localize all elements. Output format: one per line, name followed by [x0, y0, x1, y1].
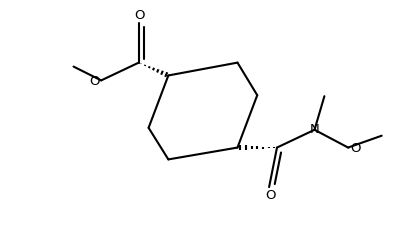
Text: O: O — [265, 189, 275, 202]
Text: O: O — [134, 9, 145, 22]
Text: N: N — [310, 123, 320, 136]
Text: O: O — [350, 142, 361, 155]
Text: O: O — [90, 75, 100, 88]
